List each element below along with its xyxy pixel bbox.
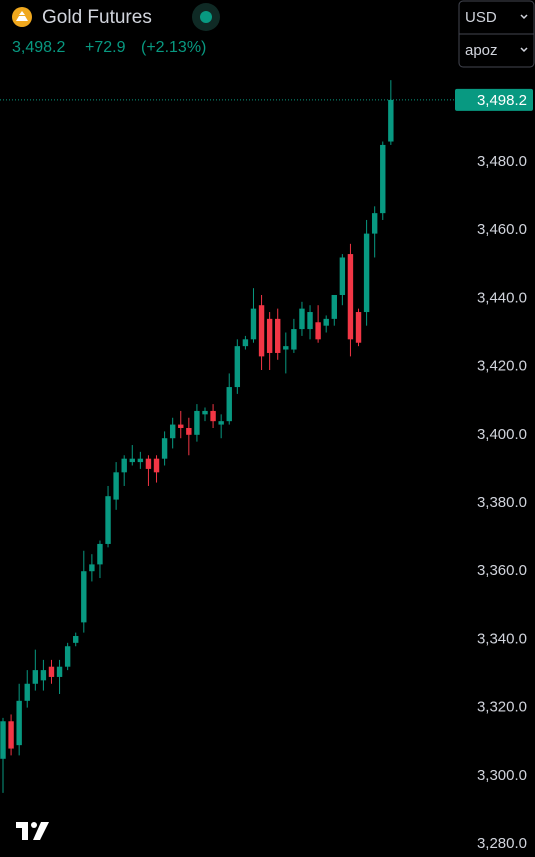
change: +72.9: [85, 39, 126, 56]
candle-body: [137, 458, 144, 463]
price-label: 3,498.2: [477, 92, 527, 109]
candle-body: [48, 666, 55, 677]
candle-body: [105, 496, 111, 544]
chevron: [520, 47, 528, 53]
candle-body: [299, 308, 305, 330]
tv-logo: [16, 822, 49, 840]
candle-body: [73, 636, 79, 643]
candle-body: [97, 543, 103, 565]
title: Gold Futures: [42, 7, 152, 28]
candle-body: [323, 318, 329, 326]
candle-body: [161, 438, 168, 459]
y-tick-label: 3,320.0: [477, 699, 527, 716]
candle-body: [194, 410, 200, 435]
header: Gold Futures 3,498.2 +72.9 (+2.13%): [12, 3, 220, 56]
candle-body: [153, 458, 160, 473]
candle-body: [266, 318, 273, 353]
chevron: [520, 14, 528, 20]
candle-body: [347, 254, 354, 340]
candle-body: [16, 700, 22, 746]
selectors[interactable]: USD apoz: [458, 0, 535, 68]
candle-body: [291, 329, 297, 350]
candle-body: [339, 257, 346, 295]
status-dot: [200, 11, 212, 23]
currency[interactable]: USD: [465, 9, 497, 26]
candle-body: [169, 424, 176, 439]
candle-body: [129, 458, 135, 463]
candle-body: [307, 312, 313, 330]
change-pct: (+2.13%): [141, 39, 206, 56]
candle-body: [250, 308, 257, 340]
price: 3,498.2: [12, 39, 65, 56]
candle-body: [121, 458, 127, 473]
y-tick-label: 3,440.0: [477, 289, 527, 306]
candle-body: [178, 424, 184, 428]
y-tick-label: 3,300.0: [477, 767, 527, 784]
candle-body: [380, 144, 386, 214]
candle-body: [8, 721, 14, 749]
y-tick-label: 3,480.0: [477, 153, 527, 170]
y-tick-label: 3,280.0: [477, 835, 527, 852]
candle-body: [113, 472, 119, 500]
candle-body: [40, 670, 47, 681]
candle-body: [275, 318, 281, 353]
logo-icon: [16, 11, 28, 21]
candle-body: [64, 646, 71, 667]
candle-body: [283, 346, 289, 350]
candle-body: [371, 213, 378, 234]
candle-body: [363, 233, 370, 313]
candle-body: [56, 666, 63, 677]
candle-body: [145, 458, 152, 469]
y-tick-label: 3,380.0: [477, 494, 527, 511]
y-tick-label: 3,460.0: [477, 221, 527, 238]
candle-body: [258, 305, 265, 357]
y-tick-label: 3,360.0: [477, 562, 527, 579]
y-tick-label: 3,400.0: [477, 426, 527, 443]
candle-body: [32, 670, 39, 684]
candle-body: [218, 421, 224, 425]
candle-body: [81, 571, 87, 623]
candle-body: [234, 346, 241, 388]
candle-body: [242, 339, 249, 347]
candle-body: [331, 294, 337, 319]
candle-body: [202, 410, 208, 415]
candle-body: [186, 427, 192, 435]
candle-body: [0, 721, 6, 759]
y-tick-label: 3,340.0: [477, 630, 527, 647]
unit[interactable]: apoz: [465, 42, 498, 59]
y-tick-label: 3,420.0: [477, 358, 527, 375]
candle-body: [315, 322, 321, 340]
candle-body: [210, 410, 216, 422]
candle-body: [388, 99, 394, 142]
candle-body: [89, 564, 95, 572]
candle-body: [226, 387, 232, 422]
candle-body: [355, 312, 362, 343]
price-label-bg: [455, 88, 533, 111]
candle-body: [24, 683, 30, 701]
